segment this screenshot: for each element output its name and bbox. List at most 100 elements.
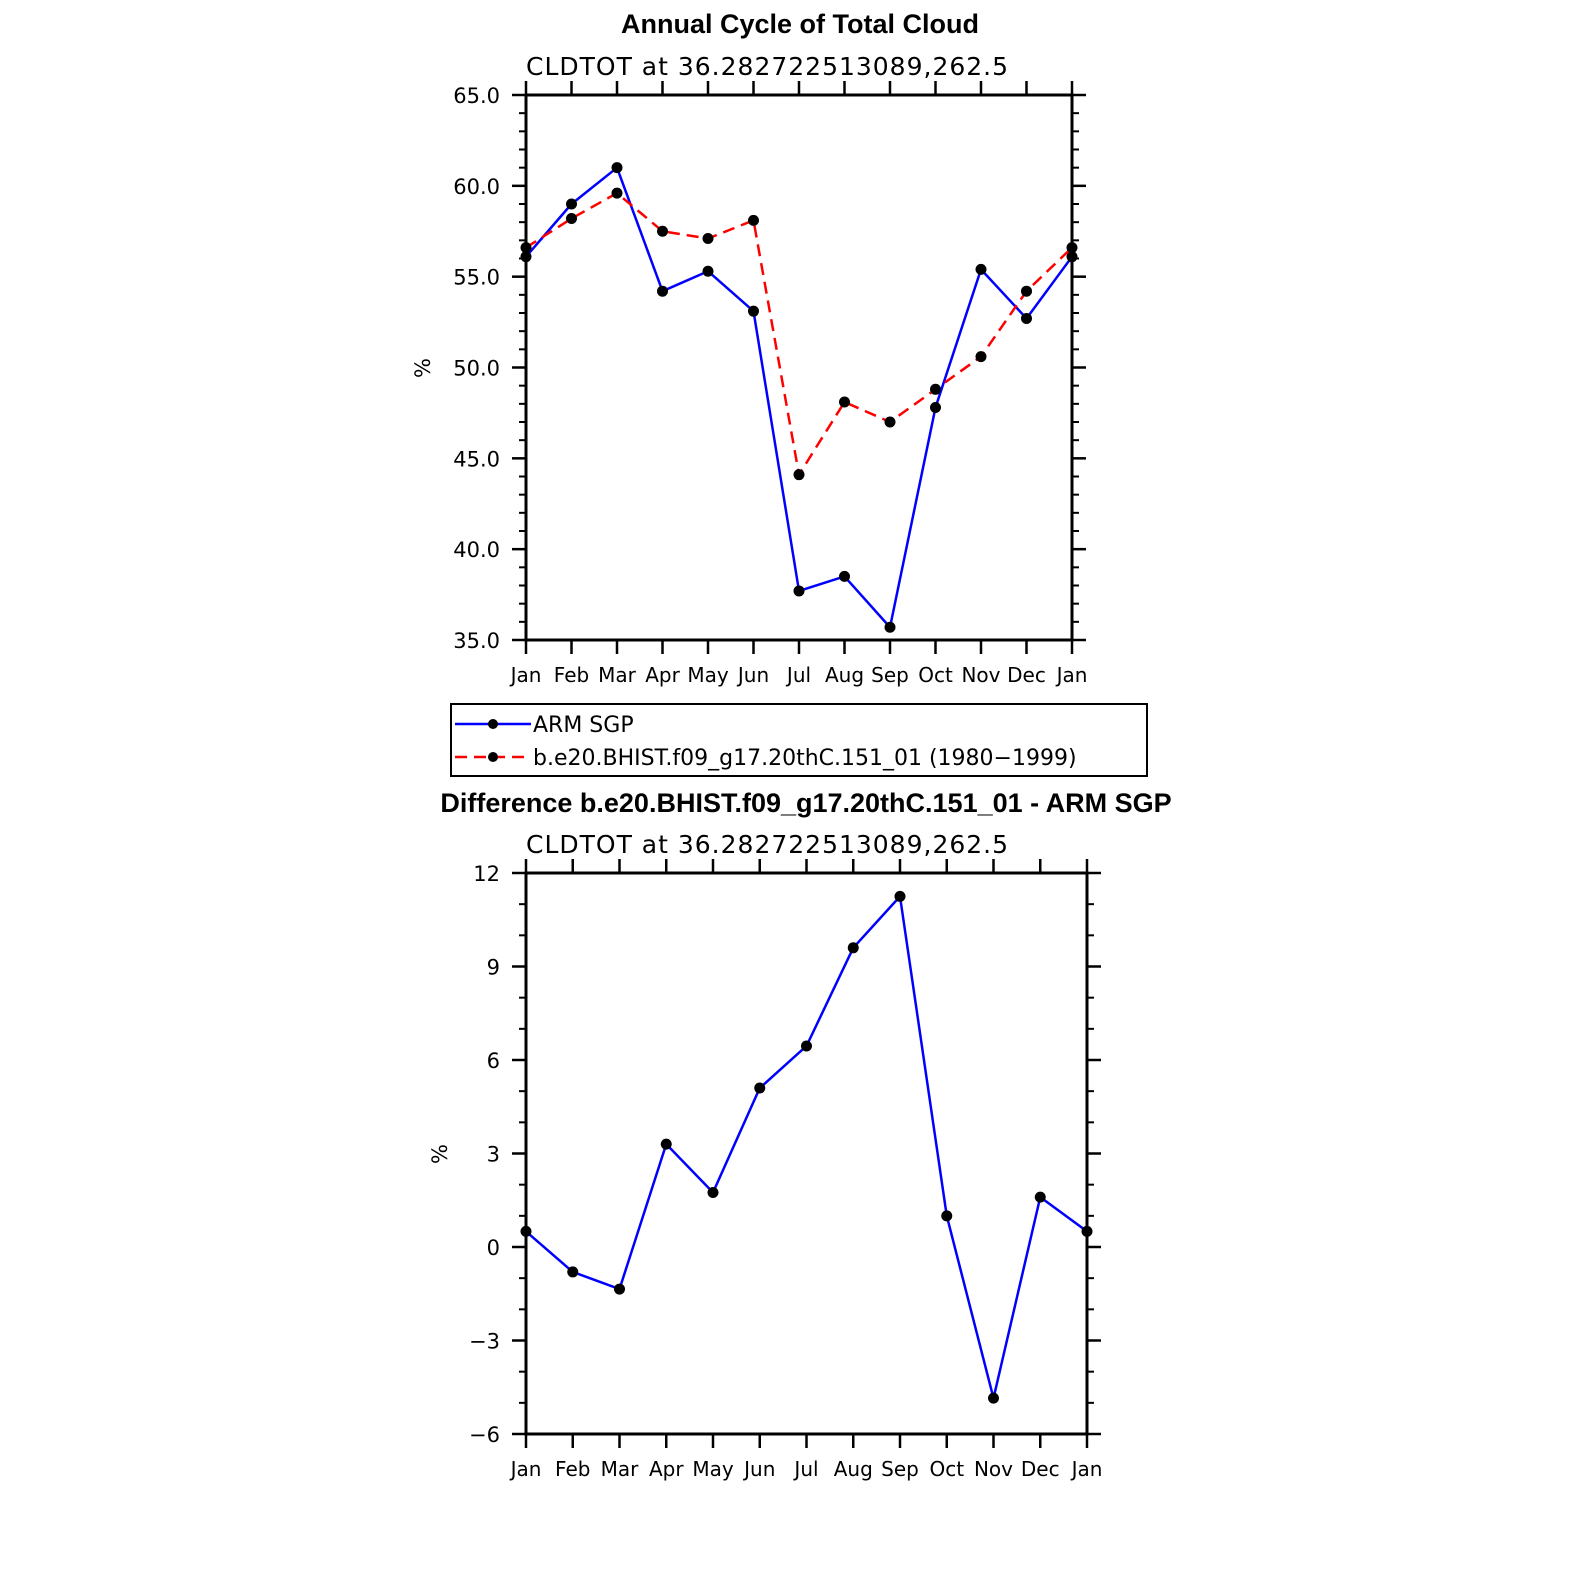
series-group [520, 162, 1078, 633]
x-tick-label: Dec [1021, 1457, 1060, 1481]
data-point [884, 416, 896, 428]
x-tick-label: Nov [974, 1457, 1013, 1481]
data-point [566, 213, 577, 225]
data-point [520, 1225, 532, 1237]
data-point [1066, 251, 1078, 263]
annual-cycle-chart: Annual Cycle of Total Cloud CLDTOT at 36… [411, 9, 1087, 687]
y-tick-label: 9 [487, 956, 500, 980]
data-point [847, 942, 859, 954]
y-tick-label: 40.0 [453, 538, 500, 562]
difference-chart: Difference b.e20.BHIST.f09_g17.20thC.151… [428, 788, 1172, 1481]
x-tick-label: Nov [961, 663, 1000, 687]
legend-box [450, 703, 1148, 777]
data-point [520, 251, 532, 263]
data-point [566, 198, 577, 210]
x-tick-label: Jul [792, 1457, 818, 1481]
data-point [801, 1040, 812, 1052]
x-tick-label: Jun [736, 663, 769, 687]
y-axis-label: % [411, 358, 435, 378]
chart-title: Difference b.e20.BHIST.f09_g17.20thC.151… [440, 788, 1171, 818]
x-tick-label: Jun [742, 1457, 775, 1481]
series-line-0 [525, 895, 1088, 1400]
x-tick-label: Dec [1007, 663, 1046, 687]
data-point [614, 1283, 625, 1295]
y-tick-label: 12 [473, 862, 500, 886]
legend: ARM SGP b.e20.BHIST.f09_g17.20thC.151_01… [450, 703, 1148, 777]
data-point [975, 351, 987, 363]
y-tick-label: 55.0 [453, 266, 500, 290]
x-tick-label: Feb [555, 1457, 590, 1481]
data-point [941, 1210, 953, 1222]
data-point [988, 1392, 999, 1404]
y-tick-label: 3 [487, 1143, 500, 1167]
x-tick-label: Oct [918, 663, 953, 687]
data-point [707, 1186, 719, 1198]
y-axis-label: % [428, 1144, 452, 1164]
data-point [702, 265, 714, 277]
data-point [975, 263, 987, 275]
data-point [660, 1138, 672, 1150]
x-tick-label: Sep [881, 1457, 919, 1481]
legend-marker-model [488, 752, 498, 762]
chart-subtitle: CLDTOT at 36.282722513089,262.5 [526, 830, 1009, 859]
data-point [1021, 312, 1032, 324]
data-point [839, 396, 850, 408]
x-tick-label: May [692, 1457, 734, 1481]
y-tick-label: 60.0 [453, 175, 500, 199]
data-point [702, 233, 714, 245]
chart-subtitle: CLDTOT at 36.282722513089,262.5 [526, 52, 1009, 81]
series-group [520, 890, 1093, 1404]
x-tick-label: Sep [871, 663, 909, 687]
data-point [930, 383, 941, 395]
x-tick-label: Feb [554, 663, 589, 687]
plot-frame [524, 93, 1074, 642]
data-point [754, 1082, 766, 1094]
legend-label-arm: ARM SGP [533, 713, 634, 738]
data-point [1081, 1225, 1093, 1237]
data-point [611, 162, 623, 174]
series-line-1 [525, 191, 1073, 476]
data-point [748, 305, 759, 317]
legend-marker-arm [488, 719, 498, 729]
y-tick-label: 6 [487, 1049, 500, 1073]
data-point [793, 585, 805, 597]
data-point [894, 890, 906, 902]
y-tick-label: 65.0 [453, 84, 500, 108]
x-tick-label: Apr [645, 663, 680, 687]
x-tick-label: Mar [601, 1457, 640, 1481]
data-point [657, 285, 668, 297]
data-point [1034, 1191, 1046, 1203]
x-tick-label: Jan [509, 1457, 542, 1481]
x-tick-label: Jul [785, 663, 811, 687]
data-point [839, 570, 850, 582]
plot-frame [524, 871, 1089, 1436]
axes: 35.0 40.0 45.0 50.0 55.0 60.0 65.0 Jan Feb Mar Apr… [453, 81, 1087, 687]
x-tick-label: Oct [929, 1457, 964, 1481]
x-tick-label: Jan [1070, 1457, 1103, 1481]
x-tick-label: Apr [649, 1457, 684, 1481]
y-tick-label: −3 [469, 1330, 500, 1354]
series-line-0 [525, 166, 1074, 629]
y-tick-label: 50.0 [453, 357, 500, 381]
axes: −6 −3 0 3 6 9 12 Jan Feb Mar Apr May Jun Jul Aug Sep Oct… [469, 859, 1102, 1481]
data-point [884, 621, 896, 633]
data-point [611, 187, 623, 199]
legend-label-model: b.e20.BHIST.f09_g17.20thC.151_01 (1980−1… [533, 746, 1077, 771]
y-tick-label: 45.0 [453, 447, 500, 471]
x-tick-label: Jan [509, 663, 542, 687]
data-point [930, 401, 941, 413]
x-tick-label: Aug [834, 1457, 873, 1481]
chart-title: Annual Cycle of Total Cloud [621, 9, 979, 39]
data-point [520, 242, 532, 254]
y-tick-label: 35.0 [453, 629, 500, 653]
data-point [567, 1266, 579, 1278]
x-tick-label: Jan [1055, 663, 1088, 687]
data-point [793, 469, 805, 481]
y-tick-label: 0 [487, 1236, 500, 1260]
y-tick-label: −6 [469, 1423, 500, 1447]
x-tick-label: Mar [598, 663, 637, 687]
x-tick-label: May [687, 663, 729, 687]
data-point [657, 225, 668, 237]
data-point [748, 214, 759, 226]
